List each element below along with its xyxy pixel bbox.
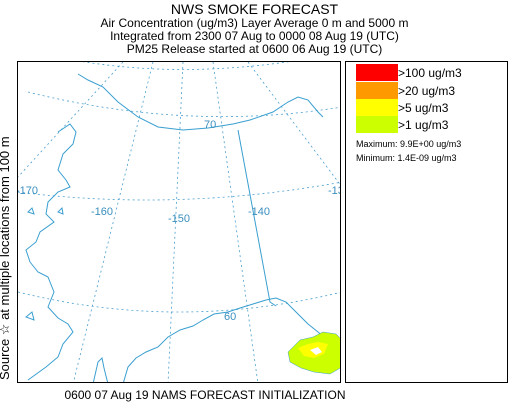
coastline xyxy=(25,73,340,382)
lon-130-line xyxy=(247,62,340,186)
alaska-map: 70 60 -170 -160 -150 -140 -130 xyxy=(18,62,341,382)
lon-170-line xyxy=(18,62,124,178)
lon-160-label: -160 xyxy=(91,206,113,218)
forecast-title: NWS SMOKE FORECAST xyxy=(170,1,339,17)
legend-label: >20 ug/m3 xyxy=(398,84,456,98)
lat-60-label: 60 xyxy=(224,311,236,323)
lon-170-label: -170 xyxy=(18,185,38,197)
release-start: PM25 Release started at 0600 06 Aug 19 (… xyxy=(126,42,383,56)
legend-swatch-red xyxy=(356,64,398,81)
legend-label: >1 ug/m3 xyxy=(398,118,449,132)
legend-swatch-orange xyxy=(356,82,398,99)
lon-130-label: -130 xyxy=(328,185,341,197)
legend-minimum: Minimum: 1.4E-09 ug/m3 xyxy=(356,153,457,163)
forecast-initialization: 0600 07 Aug 19 NAMS FORECAST INITIALIZAT… xyxy=(64,388,346,402)
legend-label: >100 ug/m3 xyxy=(398,66,462,80)
lon-150-label: -150 xyxy=(168,213,190,225)
lat-80-line xyxy=(82,62,290,70)
lat-70-line xyxy=(27,91,340,118)
legend-label: >5 ug/m3 xyxy=(398,101,449,115)
islands xyxy=(25,206,64,321)
map-panel: 70 60 -170 -160 -150 -140 -130 xyxy=(17,61,341,383)
lon-140-line xyxy=(212,62,259,382)
legend-swatch-lime xyxy=(356,116,398,133)
legend-swatch-yellow xyxy=(356,99,398,116)
smoke-plume xyxy=(287,331,340,375)
alaska-canada-border xyxy=(237,129,277,307)
latitude-lines xyxy=(18,62,340,313)
lat-65-line xyxy=(18,181,340,201)
alaska-coastline xyxy=(25,73,340,382)
source-label: Source ☆ at multiple locations from 100 … xyxy=(0,136,12,380)
integration-period: Integrated from 2300 07 Aug to 0000 08 A… xyxy=(110,29,399,43)
smoke-plume-hole xyxy=(310,347,322,355)
lon-150-line xyxy=(167,62,184,382)
legend-panel: >100 ug/m3 >20 ug/m3 >5 ug/m3 >1 ug/m3 M… xyxy=(345,61,508,383)
concentration-subtitle: Air Concentration (ug/m3) Layer Average … xyxy=(100,16,409,30)
legend-maximum: Maximum: 9.9E+00 ug/m3 xyxy=(356,139,462,149)
lon-140-label: -140 xyxy=(248,206,270,218)
longitude-lines xyxy=(18,62,340,382)
lat-70-label: 70 xyxy=(204,119,216,131)
lon-160-line xyxy=(73,62,154,382)
